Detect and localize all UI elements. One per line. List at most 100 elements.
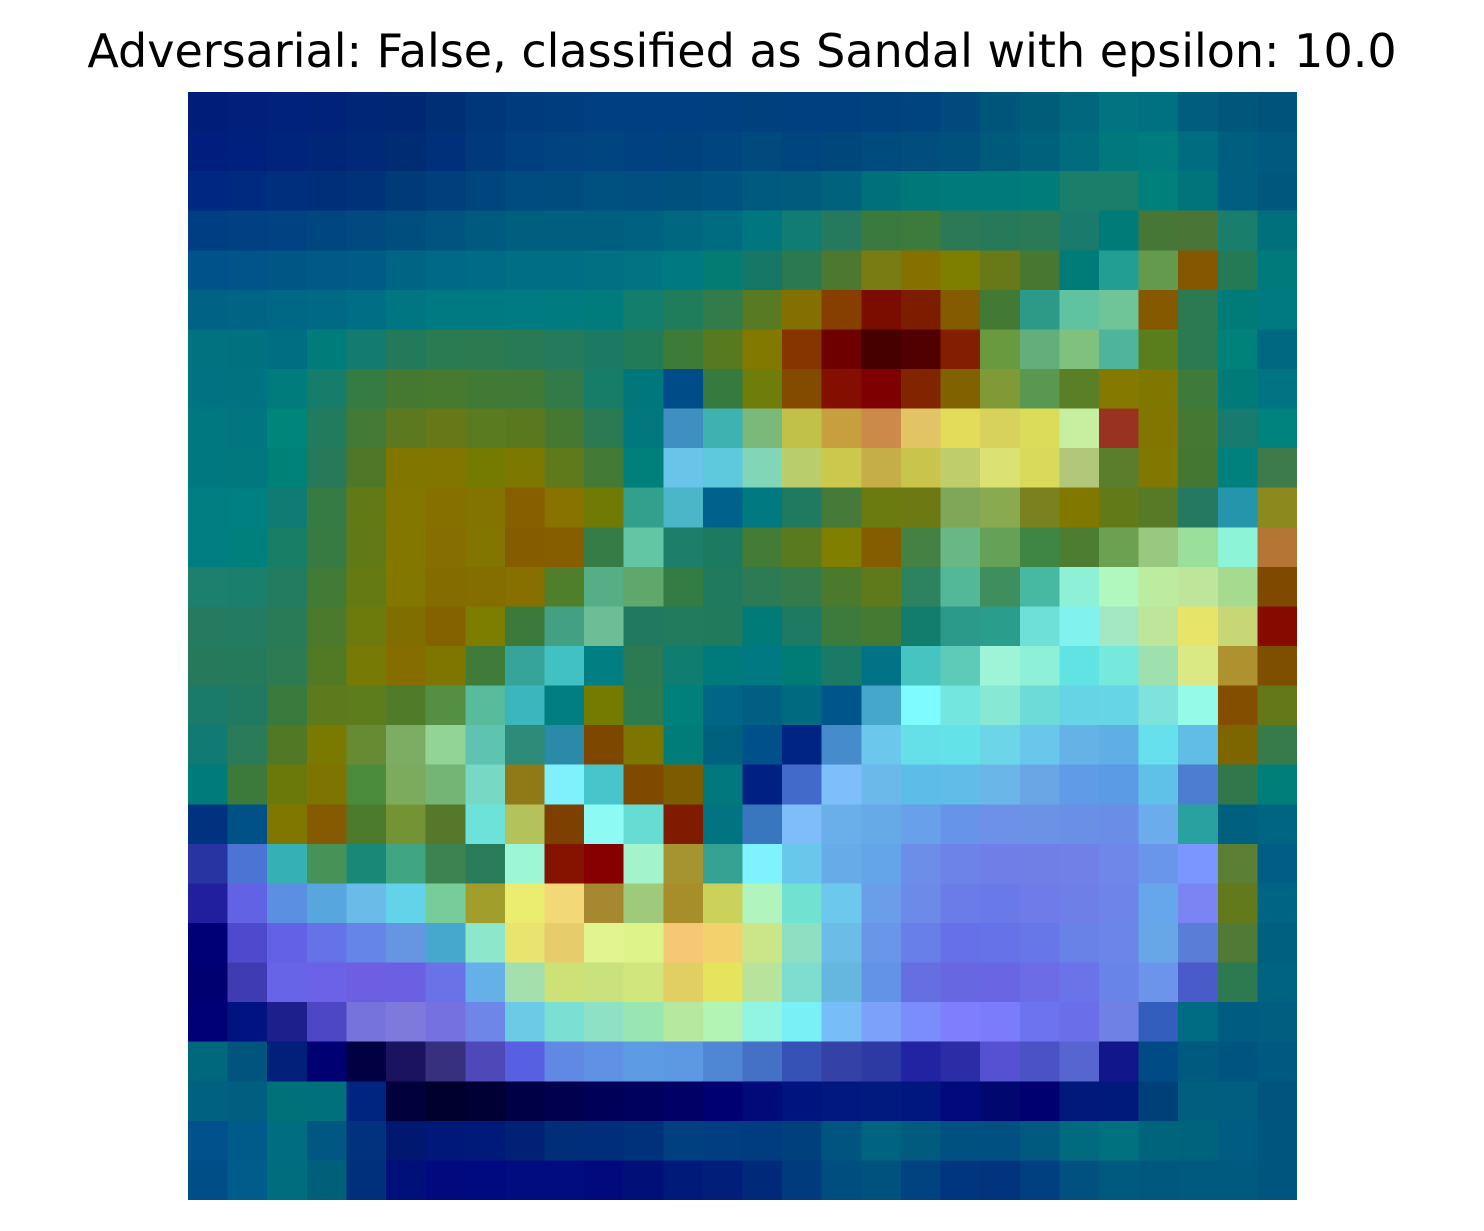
heatmap-cell (1257, 1002, 1297, 1043)
heatmap-cell (465, 289, 506, 331)
heatmap-cell (1178, 527, 1219, 568)
heatmap-cell (386, 1120, 427, 1162)
heatmap-cell (544, 606, 585, 647)
heatmap-cell (782, 566, 823, 608)
heatmap-cell (188, 646, 229, 687)
heatmap-cell (425, 92, 467, 133)
heatmap-cell (504, 725, 546, 766)
heatmap-cell (584, 1120, 625, 1162)
heatmap-cell (1098, 487, 1140, 529)
heatmap-cell (465, 250, 506, 291)
heatmap-cell (861, 1041, 902, 1083)
heatmap-cell (346, 250, 387, 291)
heatmap-cell (267, 210, 308, 252)
heatmap-cell (1059, 883, 1100, 924)
heatmap-cell (900, 527, 942, 568)
heatmap-cell (346, 1041, 387, 1083)
heatmap-cell (267, 131, 308, 172)
heatmap-cell (742, 487, 783, 529)
heatmap-cell (1217, 131, 1259, 172)
heatmap-cell (306, 487, 348, 529)
heatmap-cell (1217, 1041, 1259, 1083)
heatmap-cell (267, 725, 308, 766)
heatmap-cell (900, 764, 942, 806)
heatmap-cell (702, 685, 744, 726)
heatmap-cell (702, 250, 744, 291)
heatmap-cell (346, 131, 387, 172)
heatmap-cell (782, 923, 823, 964)
heatmap-cell (227, 448, 269, 489)
heatmap-cell (1059, 527, 1100, 568)
heatmap-cell (1178, 883, 1219, 924)
heatmap-cell (980, 725, 1021, 766)
heatmap-cell (544, 566, 585, 608)
heatmap-cell (1019, 962, 1061, 1003)
heatmap-cell (1059, 1081, 1100, 1122)
heatmap-cell (1098, 210, 1140, 252)
heatmap-cell (188, 1002, 229, 1043)
heatmap-cell (544, 883, 585, 924)
heatmap-cell (267, 1041, 308, 1083)
heatmap-cell (1257, 566, 1297, 608)
heatmap-cell (267, 329, 308, 370)
heatmap-cell (1138, 923, 1179, 964)
heatmap-cell (782, 1002, 823, 1043)
heatmap-cell (227, 171, 269, 212)
heatmap-cell (1178, 566, 1219, 608)
heatmap-cell (306, 725, 348, 766)
heatmap-cell (900, 1041, 942, 1083)
heatmap-cell (623, 329, 665, 370)
heatmap-cell (980, 1041, 1021, 1083)
heatmap-cell (188, 725, 229, 766)
heatmap-cell (702, 408, 744, 449)
heatmap-cell (1098, 92, 1140, 133)
heatmap-cell (425, 408, 467, 449)
heatmap-cell (1098, 329, 1140, 370)
heatmap-cell (188, 685, 229, 726)
heatmap-cell (1257, 92, 1297, 133)
heatmap-cell (1257, 210, 1297, 252)
heatmap-cell (1257, 369, 1297, 410)
heatmap-cell (1257, 1160, 1297, 1200)
heatmap-cell (188, 250, 229, 291)
heatmap-cell (1059, 171, 1100, 212)
heatmap-cell (544, 1081, 585, 1122)
heatmap-cell (1098, 685, 1140, 726)
heatmap-cell (227, 883, 269, 924)
heatmap-cell (663, 289, 704, 331)
heatmap-cell (1019, 408, 1061, 449)
heatmap-cell (1138, 131, 1179, 172)
heatmap-cell (623, 487, 665, 529)
heatmap-cell (504, 1160, 546, 1200)
heatmap-cell (346, 843, 387, 885)
heatmap-cell (465, 566, 506, 608)
heatmap-cell (702, 210, 744, 252)
heatmap-cell (386, 606, 427, 647)
heatmap-cell (1138, 804, 1179, 845)
heatmap-cell (227, 131, 269, 172)
heatmap-cell (465, 329, 506, 370)
heatmap-cell (386, 1041, 427, 1083)
heatmap-cell (940, 566, 981, 608)
heatmap-cell (425, 448, 467, 489)
heatmap-cell (940, 487, 981, 529)
heatmap-cell (861, 369, 902, 410)
heatmap-cell (1138, 408, 1179, 449)
heatmap-cell (306, 1081, 348, 1122)
heatmap-cell (1178, 408, 1219, 449)
heatmap-cell (425, 1002, 467, 1043)
heatmap-cell (940, 1041, 981, 1083)
heatmap-cell (1059, 1041, 1100, 1083)
heatmap-cell (1138, 1002, 1179, 1043)
heatmap-cell (1138, 1120, 1179, 1162)
heatmap-cell (782, 764, 823, 806)
heatmap-cell (386, 210, 427, 252)
heatmap-cell (227, 804, 269, 845)
heatmap-cell (346, 171, 387, 212)
heatmap-cell (980, 92, 1021, 133)
heatmap-cell (584, 131, 625, 172)
heatmap-cell (306, 131, 348, 172)
heatmap-cell (1059, 289, 1100, 331)
heatmap-cell (465, 1041, 506, 1083)
heatmap-cell (188, 92, 229, 133)
